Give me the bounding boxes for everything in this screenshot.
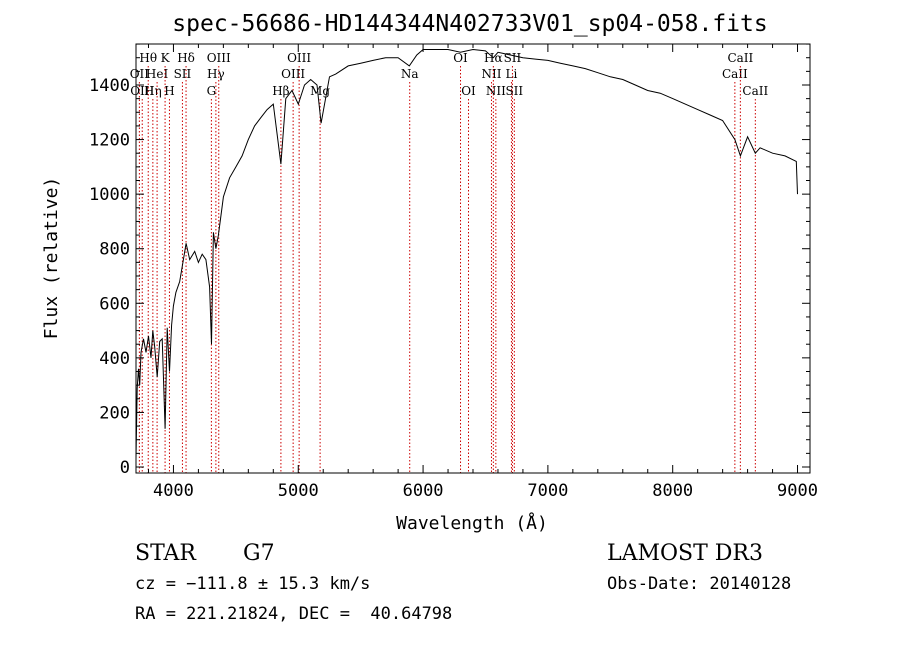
spectral-line-label: OIII — [207, 51, 231, 65]
y-tick-label: 400 — [99, 349, 130, 369]
spectrum-series-line — [135, 48, 798, 459]
spectral-line-label: CaII — [722, 67, 748, 81]
spectral-line-label: OI — [453, 51, 468, 65]
spectral-line-label: SII — [505, 84, 523, 98]
spectral-line-label: CaII — [727, 51, 753, 65]
spectral-line-label: NII — [486, 84, 506, 98]
x-tick-label: 7000 — [527, 481, 568, 501]
spectral-line-label: OIII — [287, 51, 311, 65]
x-tick-label: 4000 — [153, 481, 194, 501]
subclass: G7 — [243, 541, 275, 566]
spectral-line-label: OIII — [281, 67, 305, 81]
redshift-velocity: cz = −111.8 ± 15.3 km/s — [135, 574, 370, 594]
spectral-line-label: K — [161, 51, 171, 65]
y-tick-label: 200 — [99, 403, 130, 423]
survey-name: LAMOST DR3 — [607, 541, 763, 566]
coordinates: RA = 221.21824, DEC = 40.64798 — [135, 604, 452, 624]
x-axis-label: Wavelength (Å) — [396, 512, 548, 534]
x-tick-label: 8000 — [652, 481, 693, 501]
spectral-line-label: OI — [461, 84, 476, 98]
spectral-line-label: Hγ — [207, 67, 225, 81]
y-axis: 0 200 400 600 800 1000 1200 1400 — [89, 43, 810, 478]
spectral-line-label: Hθ — [139, 51, 157, 65]
y-axis-label: Flux (relative) — [41, 177, 62, 340]
y-tick-label: 1200 — [89, 131, 130, 151]
spectral-line-label: Hη — [144, 84, 162, 98]
spectral-line-label: H — [164, 84, 174, 98]
spectral-line-label: Mg — [310, 84, 330, 98]
spectral-line-label: SII — [504, 51, 522, 65]
plot-frame — [135, 43, 811, 474]
spectral-line-label: SII — [174, 67, 192, 81]
spectral-line-label: Na — [401, 67, 419, 81]
x-axis: 4000 5000 6000 7000 8000 9000 — [147, 44, 818, 501]
y-tick-label: 1400 — [89, 76, 130, 96]
spectral-line-markers: OIIOIIIHθHηHeIKHSIIHδGHγOIIIHβOIIIOIIIMg… — [130, 51, 768, 473]
chart-title: spec-56686-HD144344N402733V01_sp04-058.f… — [172, 11, 767, 37]
x-tick-label: 9000 — [777, 481, 818, 501]
spectral-line-label: G — [207, 84, 217, 98]
y-tick-label: 1000 — [89, 185, 130, 205]
object-class: STAR — [135, 541, 197, 566]
spectral-line-label: Li — [506, 67, 518, 81]
observation-date: Obs-Date: 20140128 — [607, 574, 791, 594]
spectral-line-label: NII — [481, 67, 501, 81]
y-tick-label: 600 — [99, 294, 130, 314]
y-tick-label: 0 — [120, 458, 130, 478]
spectral-line-label: Hβ — [272, 84, 289, 98]
spectral-line-label: Hδ — [177, 51, 195, 65]
spectral-line-label: OII — [130, 67, 150, 81]
x-tick-label: 5000 — [278, 481, 319, 501]
x-tick-label: 6000 — [403, 481, 444, 501]
y-tick-label: 800 — [99, 240, 130, 260]
spectral-line-label: CaII — [742, 84, 768, 98]
spectral-line-label: HeI — [146, 67, 169, 81]
